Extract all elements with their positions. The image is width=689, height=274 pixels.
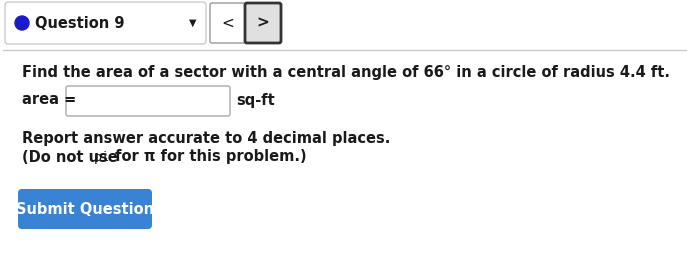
Text: area =: area =: [22, 93, 76, 107]
FancyBboxPatch shape: [18, 189, 152, 229]
Text: sq-ft: sq-ft: [236, 93, 275, 107]
Text: >: >: [256, 16, 269, 30]
Text: Submit Question: Submit Question: [16, 201, 154, 216]
Text: Report answer accurate to 4 decimal places.: Report answer accurate to 4 decimal plac…: [22, 130, 391, 145]
Circle shape: [15, 16, 29, 30]
FancyBboxPatch shape: [210, 3, 246, 43]
Text: <: <: [222, 16, 234, 30]
Text: (Do not use: (Do not use: [22, 150, 123, 164]
Text: pi: pi: [94, 150, 110, 164]
FancyBboxPatch shape: [66, 86, 230, 116]
Text: for π for this problem.): for π for this problem.): [110, 150, 307, 164]
Text: ▼: ▼: [189, 18, 197, 28]
Text: Question 9: Question 9: [35, 16, 125, 30]
Text: Find the area of a sector with a central angle of 66° in a circle of radius 4.4 : Find the area of a sector with a central…: [22, 64, 670, 79]
FancyBboxPatch shape: [245, 3, 281, 43]
FancyBboxPatch shape: [5, 2, 206, 44]
